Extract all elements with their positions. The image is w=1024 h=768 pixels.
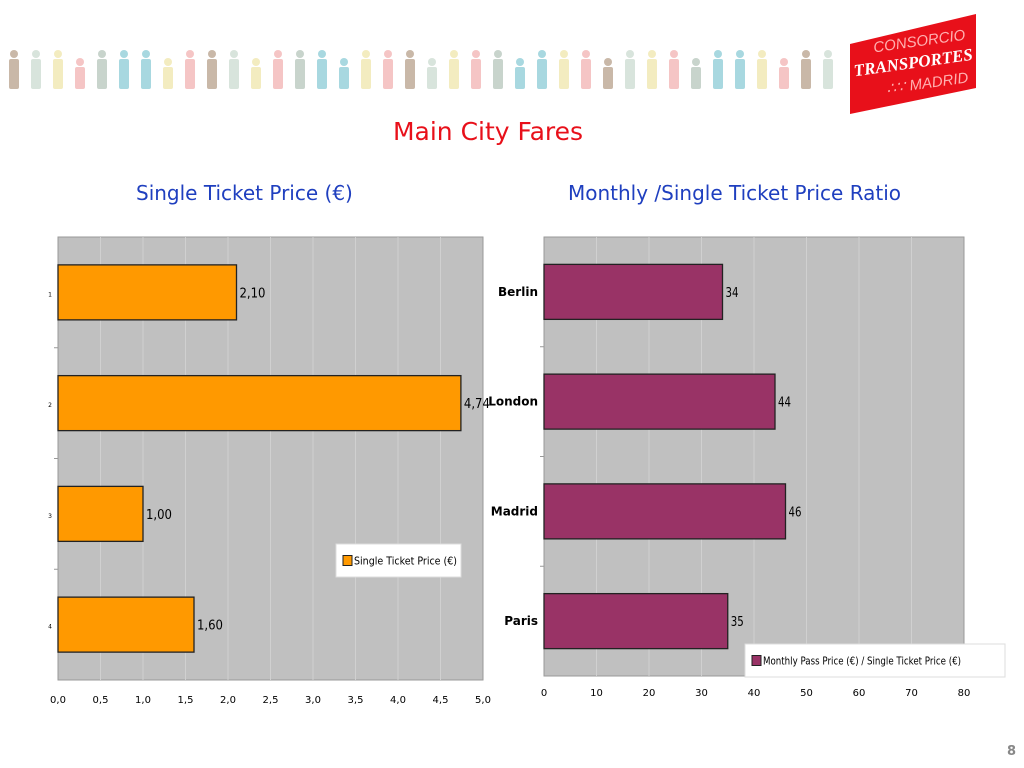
bar [543, 373, 776, 430]
person-icon [185, 50, 195, 89]
x-tick-label: 5,0 [475, 695, 491, 706]
page-number: 8 [1006, 744, 1016, 759]
data-label: 34 [726, 286, 739, 301]
x-tick-label: 4,0 [390, 695, 406, 706]
legend-box [335, 543, 462, 578]
x-tick-label: 3,0 [305, 695, 321, 706]
x-tick-label: 60 [853, 688, 866, 699]
legend-swatch [342, 555, 353, 566]
category-label: 3 [48, 513, 52, 520]
category-label: Paris [504, 614, 538, 628]
bar [57, 596, 195, 653]
person-icon [801, 50, 811, 89]
person-icon [141, 50, 151, 89]
person-icon [383, 50, 393, 89]
person-icon [559, 50, 569, 89]
x-tick-label: 1,0 [135, 695, 151, 706]
x-tick-label: 0,5 [93, 695, 109, 706]
x-tick-label: 30 [695, 688, 708, 699]
person-icon [405, 50, 415, 89]
person-icon [229, 50, 239, 89]
person-icon [427, 58, 437, 89]
person-icon [207, 50, 217, 89]
legend-box [744, 643, 1006, 678]
person-icon [449, 50, 459, 89]
legend-label: Monthly Pass Price (€) / Single Ticket P… [763, 655, 961, 668]
person-icon [735, 50, 745, 89]
person-icon [625, 50, 635, 89]
data-label: 44 [778, 396, 791, 411]
bar [57, 485, 144, 543]
person-icon [691, 58, 701, 89]
person-icon [339, 58, 349, 89]
person-icon [515, 58, 525, 89]
person-icon [603, 58, 613, 89]
data-label: 46 [789, 505, 802, 520]
x-tick-label: 4,5 [433, 695, 449, 706]
person-icon [273, 50, 283, 89]
person-icon [471, 50, 481, 89]
x-tick-label: 2,5 [263, 695, 279, 706]
person-icon [647, 50, 657, 89]
x-tick-label: 80 [958, 688, 971, 699]
person-icon [757, 50, 767, 89]
bar [57, 264, 238, 321]
legend-swatch [751, 655, 762, 666]
data-label: 2,10 [240, 286, 266, 301]
person-icon [97, 50, 107, 89]
person-icon [163, 58, 173, 89]
legend-label: Single Ticket Price (€) [354, 555, 457, 568]
bar [543, 592, 729, 650]
person-icon [669, 50, 679, 89]
data-label: 35 [731, 615, 744, 630]
chart1-title: Single Ticket Price (€) [136, 181, 353, 205]
person-icon [31, 50, 41, 89]
category-label: London [488, 395, 538, 409]
x-tick-label: 1,5 [178, 695, 194, 706]
person-icon [295, 50, 305, 89]
x-tick-label: 0 [541, 688, 547, 699]
person-icon [251, 58, 261, 89]
x-tick-label: 3,5 [348, 695, 364, 706]
person-icon [779, 58, 789, 89]
consorcio-transportes-madrid-logo: CONSORCIO TRANSPORTES ∴∵ MADRID [850, 14, 976, 114]
person-icon [581, 50, 591, 89]
data-label: 1,00 [146, 508, 172, 523]
x-tick-label: 0,0 [50, 695, 66, 706]
category-label: Madrid [491, 504, 538, 518]
bar [543, 263, 724, 321]
data-label: 4,74 [464, 397, 490, 412]
person-icon [53, 50, 63, 89]
slide-title: Main City Fares [392, 117, 584, 146]
category-label: 4 [48, 624, 52, 631]
person-icon [75, 58, 85, 89]
person-icon [713, 50, 723, 89]
people-pictogram-banner [9, 50, 833, 89]
person-icon [119, 50, 129, 89]
bar [57, 374, 462, 432]
person-icon [823, 50, 833, 89]
chart2-title: Monthly /Single Ticket Price Ratio [568, 181, 902, 205]
person-icon [537, 50, 547, 89]
x-tick-label: 20 [643, 688, 656, 699]
bar [543, 483, 787, 540]
category-label: 1 [48, 291, 52, 298]
x-tick-label: 2,0 [220, 695, 236, 706]
person-icon [493, 50, 503, 89]
x-tick-label: 70 [905, 688, 918, 699]
data-label: 1,60 [197, 619, 223, 634]
x-tick-label: 40 [748, 688, 761, 699]
person-icon [317, 50, 327, 89]
person-icon [9, 50, 19, 89]
person-icon [361, 50, 371, 89]
x-tick-label: 50 [800, 688, 813, 699]
x-tick-label: 10 [590, 688, 603, 699]
category-label: Berlin [498, 285, 538, 299]
category-label: 2 [48, 402, 52, 409]
